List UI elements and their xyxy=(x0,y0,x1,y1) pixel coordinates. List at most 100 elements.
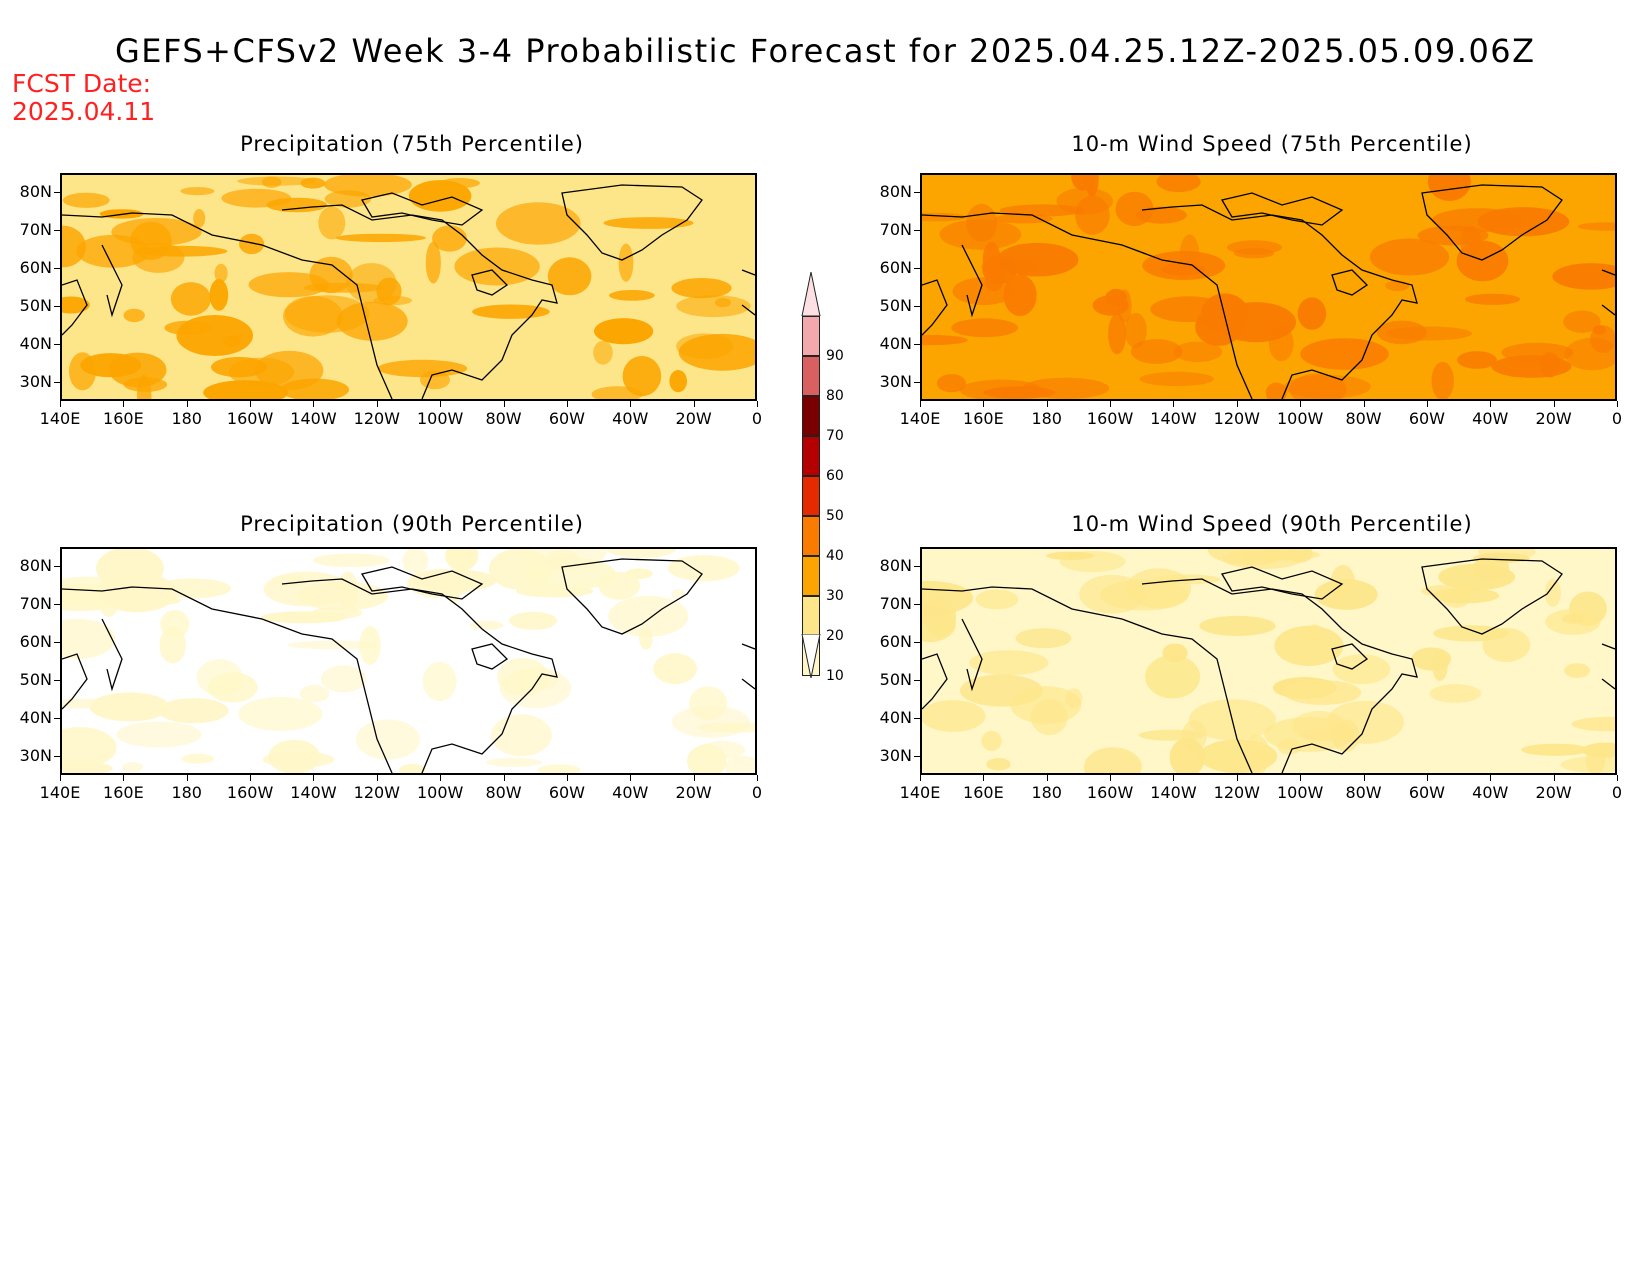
probability-contour xyxy=(618,243,634,282)
probability-contour xyxy=(969,650,1049,676)
probability-contour xyxy=(1003,274,1037,317)
lat-label: 80N xyxy=(19,556,52,575)
lat-tick xyxy=(914,680,920,681)
coastline xyxy=(561,184,703,261)
lon-label: 100W xyxy=(1276,783,1324,802)
probability-contour xyxy=(193,209,206,228)
lon-tick xyxy=(440,401,442,407)
probability-contour xyxy=(398,763,426,773)
probability-contour xyxy=(1464,293,1520,305)
probability-contour xyxy=(653,653,697,685)
colorbar-label: 80 xyxy=(826,388,844,404)
probability-contour xyxy=(299,685,330,703)
map-wind-75 xyxy=(920,173,1617,401)
lon-tick xyxy=(1236,401,1238,407)
lon-label: 140W xyxy=(1150,409,1197,428)
coastline xyxy=(62,212,393,399)
probability-contour xyxy=(209,279,229,311)
probability-contour xyxy=(1201,293,1249,334)
probability-contour xyxy=(446,573,461,604)
lon-tick xyxy=(1617,775,1618,781)
coastline xyxy=(1601,643,1615,690)
probability-contour xyxy=(284,295,370,333)
lat-label: 40N xyxy=(879,708,912,727)
probability-contour xyxy=(1242,734,1270,773)
lat-tick xyxy=(914,756,920,757)
coastline xyxy=(561,558,703,635)
probability-contour xyxy=(1046,551,1095,560)
lon-label: 180 xyxy=(171,409,202,428)
probability-contour xyxy=(1560,756,1615,773)
lon-tick xyxy=(757,775,758,781)
lat-label: 70N xyxy=(19,220,52,239)
probability-contour xyxy=(1056,187,1114,215)
probability-contour xyxy=(609,290,655,301)
probability-contour xyxy=(312,553,390,568)
lat-label: 30N xyxy=(19,372,52,391)
lon-label: 80W xyxy=(1345,409,1382,428)
lat-tick xyxy=(54,306,60,307)
coastline xyxy=(922,586,1253,773)
probability-contour xyxy=(936,374,966,393)
probability-contour xyxy=(497,657,549,697)
lon-label: 20W xyxy=(1535,783,1572,802)
probability-contour xyxy=(320,665,367,693)
probability-contour xyxy=(986,758,1011,771)
probability-contour xyxy=(1139,371,1214,387)
coastline xyxy=(360,192,484,226)
coastline xyxy=(1331,643,1369,670)
probability-contour xyxy=(1433,625,1509,642)
probability-contour xyxy=(1314,579,1378,610)
lat-tick xyxy=(914,230,920,231)
lat-label: 60N xyxy=(879,632,912,651)
lon-label: 140E xyxy=(39,783,81,802)
probability-contour xyxy=(687,744,727,773)
probability-contour xyxy=(508,611,558,630)
colorbar-top-triangle xyxy=(801,272,821,316)
lon-label: 0 xyxy=(1611,783,1623,802)
lon-label: 120W xyxy=(1213,409,1260,428)
coastline xyxy=(1421,558,1563,635)
probability-contour xyxy=(62,192,110,208)
probability-contour xyxy=(1385,280,1410,292)
probability-contour xyxy=(1563,310,1601,333)
probability-contour xyxy=(89,692,170,722)
probability-contour xyxy=(625,568,653,579)
probability-contour xyxy=(1331,719,1360,752)
probability-contour xyxy=(1303,624,1326,647)
lon-tick xyxy=(920,775,921,781)
lat-tick xyxy=(914,268,920,269)
probability-contour xyxy=(266,197,328,213)
probability-contour xyxy=(248,272,329,298)
map-precip-90 xyxy=(60,547,757,775)
map-field xyxy=(62,549,755,773)
colorbar-label: 90 xyxy=(826,348,844,364)
probability-contour xyxy=(676,295,751,318)
coastline xyxy=(62,586,393,773)
lon-label: 80W xyxy=(1345,783,1382,802)
probability-contour xyxy=(1199,615,1276,636)
lon-tick xyxy=(757,401,758,407)
lon-label: 0 xyxy=(1611,409,1623,428)
probability-contour xyxy=(1472,555,1510,583)
lat-tick xyxy=(54,230,60,231)
lon-label: 160E xyxy=(103,783,144,802)
lon-tick xyxy=(693,775,695,781)
coastline xyxy=(281,204,558,399)
probability-contour xyxy=(1431,361,1454,399)
probability-contour xyxy=(1130,339,1183,364)
probability-contour xyxy=(261,611,347,624)
lon-label: 100W xyxy=(416,783,464,802)
lat-label: 70N xyxy=(879,594,912,613)
lon-tick xyxy=(1363,401,1365,407)
probability-contour xyxy=(402,549,429,574)
lat-tick xyxy=(914,718,920,719)
probability-contour xyxy=(922,334,968,346)
probability-contour xyxy=(1180,234,1200,273)
probability-contour xyxy=(1577,222,1615,231)
probability-contour xyxy=(1552,263,1615,290)
probability-contour xyxy=(545,549,579,571)
probability-contour xyxy=(123,308,145,323)
panel-title: Precipitation (75th Percentile) xyxy=(240,132,584,156)
colorbar-swatch xyxy=(802,516,820,556)
